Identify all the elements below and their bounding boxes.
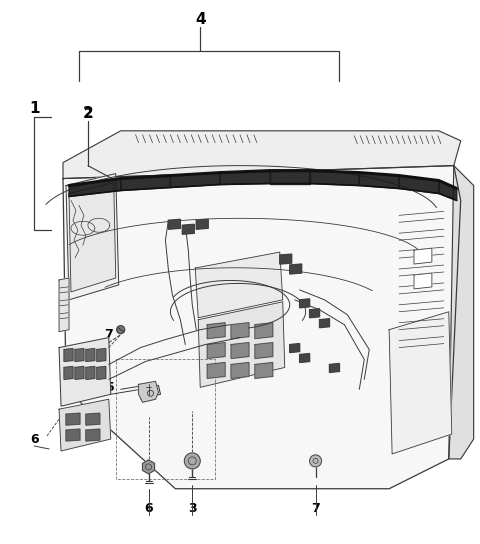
Circle shape — [310, 455, 322, 467]
Polygon shape — [290, 264, 301, 274]
Polygon shape — [310, 171, 360, 186]
Text: 7: 7 — [311, 502, 320, 515]
Polygon shape — [198, 302, 285, 387]
Polygon shape — [300, 354, 310, 362]
Polygon shape — [75, 367, 84, 379]
Polygon shape — [195, 252, 283, 318]
Polygon shape — [290, 344, 300, 353]
Polygon shape — [255, 343, 273, 358]
Polygon shape — [86, 413, 100, 425]
Polygon shape — [207, 362, 225, 379]
Polygon shape — [399, 176, 439, 194]
Polygon shape — [86, 349, 95, 361]
Polygon shape — [300, 299, 310, 308]
Text: 7: 7 — [104, 328, 113, 341]
Text: 1: 1 — [29, 101, 39, 116]
Polygon shape — [196, 219, 208, 229]
Text: 5: 5 — [107, 381, 115, 394]
Text: 2: 2 — [84, 107, 92, 120]
Polygon shape — [66, 429, 80, 441]
Polygon shape — [120, 176, 170, 190]
Polygon shape — [139, 381, 158, 402]
Polygon shape — [75, 349, 84, 361]
Polygon shape — [63, 131, 461, 178]
Polygon shape — [59, 338, 111, 406]
Polygon shape — [69, 178, 120, 196]
Circle shape — [117, 326, 125, 333]
Polygon shape — [86, 367, 95, 379]
Polygon shape — [66, 413, 80, 425]
Polygon shape — [329, 363, 339, 373]
Polygon shape — [59, 399, 111, 451]
Polygon shape — [64, 349, 73, 361]
Polygon shape — [231, 343, 249, 358]
Polygon shape — [231, 362, 249, 379]
Polygon shape — [389, 312, 452, 454]
Text: 2: 2 — [83, 107, 93, 121]
Polygon shape — [360, 172, 399, 188]
Polygon shape — [182, 224, 194, 234]
Polygon shape — [270, 171, 310, 183]
Polygon shape — [97, 349, 106, 361]
Text: 6: 6 — [144, 502, 153, 515]
Polygon shape — [66, 174, 119, 300]
Polygon shape — [310, 309, 320, 318]
Polygon shape — [220, 171, 270, 184]
Polygon shape — [449, 165, 474, 459]
Polygon shape — [231, 323, 249, 338]
Polygon shape — [280, 254, 292, 264]
Polygon shape — [59, 278, 69, 332]
Text: 3: 3 — [188, 502, 197, 515]
Polygon shape — [320, 319, 329, 327]
Circle shape — [184, 453, 200, 469]
Polygon shape — [439, 181, 457, 200]
Polygon shape — [255, 323, 273, 338]
Polygon shape — [86, 429, 100, 441]
Polygon shape — [64, 367, 73, 379]
Text: 6: 6 — [30, 432, 38, 446]
Polygon shape — [170, 172, 220, 188]
Polygon shape — [207, 323, 225, 338]
Polygon shape — [414, 248, 432, 264]
Text: 4: 4 — [195, 12, 205, 27]
Polygon shape — [414, 273, 432, 289]
Polygon shape — [97, 367, 106, 379]
Polygon shape — [255, 362, 273, 379]
Polygon shape — [168, 219, 180, 229]
Polygon shape — [63, 165, 461, 489]
Polygon shape — [207, 343, 225, 358]
Polygon shape — [69, 183, 116, 292]
